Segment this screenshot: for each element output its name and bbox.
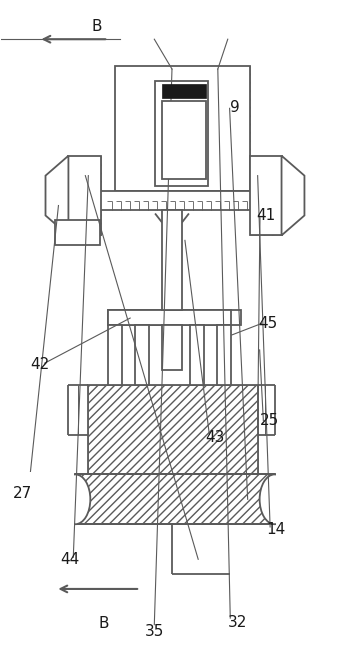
Bar: [108, 325, 122, 385]
Bar: [162, 325, 182, 370]
Polygon shape: [281, 156, 304, 235]
Bar: [68, 156, 101, 235]
Bar: [88, 385, 258, 475]
Bar: [217, 325, 231, 385]
Bar: [115, 66, 250, 190]
Bar: [108, 310, 241, 325]
Text: 32: 32: [227, 615, 247, 630]
Bar: [108, 310, 231, 325]
Bar: [1, 473, 74, 526]
Text: 25: 25: [259, 413, 279, 428]
Bar: [162, 210, 182, 310]
Bar: [190, 325, 204, 385]
Text: 43: 43: [205, 430, 225, 445]
Text: 35: 35: [145, 625, 164, 639]
Text: 9: 9: [231, 99, 240, 115]
Bar: [155, 81, 208, 186]
Ellipse shape: [60, 475, 90, 524]
Polygon shape: [45, 156, 68, 235]
Text: 45: 45: [258, 316, 277, 331]
Text: 14: 14: [266, 522, 285, 537]
Text: B: B: [92, 19, 102, 34]
Bar: [75, 475, 275, 524]
Bar: [56, 221, 100, 245]
Text: 44: 44: [60, 552, 80, 567]
Bar: [162, 101, 206, 178]
Bar: [162, 84, 206, 98]
Ellipse shape: [260, 475, 290, 524]
Text: 42: 42: [30, 357, 49, 372]
Bar: [250, 156, 281, 235]
Text: 41: 41: [256, 208, 275, 223]
Text: 27: 27: [13, 486, 32, 501]
Bar: [276, 473, 335, 526]
Bar: [100, 190, 255, 210]
Text: B: B: [98, 616, 109, 631]
Bar: [135, 325, 149, 385]
